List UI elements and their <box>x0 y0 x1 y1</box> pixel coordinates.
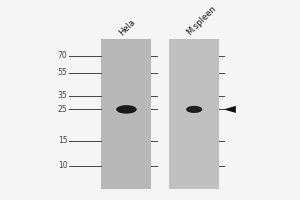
Text: 15: 15 <box>58 136 68 145</box>
Text: 10: 10 <box>58 161 68 170</box>
Text: 35: 35 <box>58 91 68 100</box>
Ellipse shape <box>116 105 137 114</box>
Text: 70: 70 <box>58 51 68 60</box>
Text: Hela: Hela <box>117 17 137 37</box>
Polygon shape <box>224 106 236 113</box>
Text: 55: 55 <box>58 68 68 77</box>
Ellipse shape <box>186 106 202 113</box>
Bar <box>169 39 219 189</box>
Bar <box>101 39 152 189</box>
Text: M.spleen: M.spleen <box>185 4 218 37</box>
Text: 25: 25 <box>58 105 68 114</box>
